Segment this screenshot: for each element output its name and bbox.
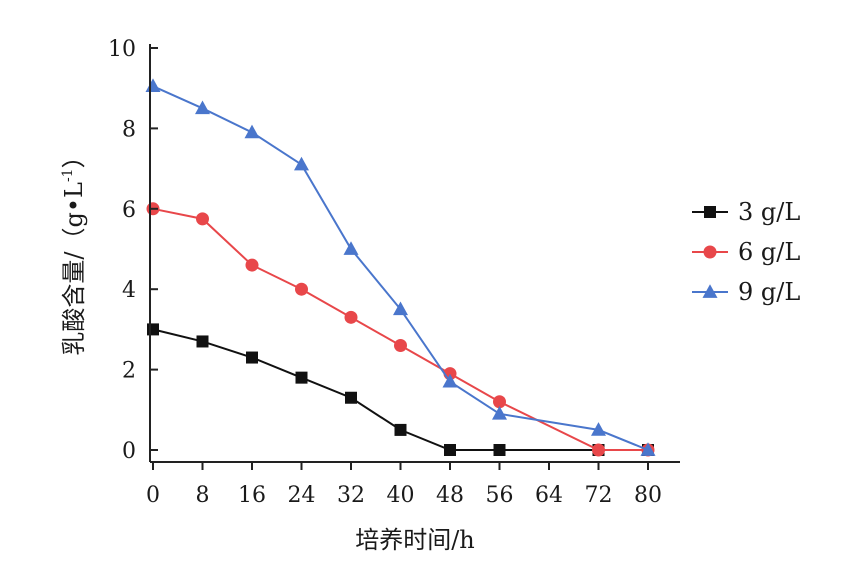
data-point	[295, 371, 308, 384]
x-tick-label: 0	[146, 483, 160, 508]
data-point	[393, 301, 408, 316]
x-tick-label: 40	[387, 483, 415, 508]
data-point	[444, 444, 456, 456]
y-tick-label: 8	[122, 117, 136, 142]
x-tick-label: 8	[196, 483, 210, 508]
legend-label: 6 g/L	[738, 238, 800, 266]
x-tick-label: 48	[436, 483, 464, 508]
data-point	[246, 351, 258, 364]
series-line	[152, 85, 649, 451]
data-point	[195, 100, 210, 115]
data-point	[640, 442, 656, 456]
y-axis-title-main: 乳酸含量/（g•L	[60, 182, 88, 356]
legend-marker	[704, 206, 716, 218]
legend-marker	[702, 284, 718, 298]
data-point	[295, 282, 308, 296]
data-point	[245, 258, 259, 272]
data-point	[591, 422, 606, 436]
y-tick-label: 4	[122, 278, 136, 303]
data-point	[493, 444, 506, 456]
legend: 3 g/L 6 g/L 9 g/L	[692, 198, 800, 306]
x-tick-label: 72	[585, 483, 613, 508]
plot-area	[145, 78, 656, 457]
data-point	[394, 423, 407, 436]
x-tick-label: 64	[535, 483, 563, 508]
legend-label: 9 g/L	[738, 278, 800, 306]
legend-item: 9 g/L	[692, 278, 800, 306]
x-tick-label: 16	[238, 483, 266, 508]
x-tick-label: 80	[634, 483, 662, 508]
series-line	[152, 207, 648, 451]
legend-item: 6 g/L	[692, 238, 800, 266]
legend-item: 3 g/L	[692, 198, 800, 226]
data-point	[344, 310, 358, 324]
data-point	[592, 443, 605, 457]
data-point	[394, 338, 407, 352]
data-point	[493, 395, 506, 409]
y-axis-title-superscript: -1	[60, 168, 76, 182]
legend-marker	[703, 245, 717, 259]
x-tick-label: 24	[288, 483, 316, 508]
data-point	[196, 335, 209, 348]
data-point	[147, 323, 159, 336]
y-axis-title: 乳酸含量/（g•L-1）	[60, 144, 88, 355]
y-tick-label: 10	[108, 37, 136, 62]
y-tick-label: 6	[122, 198, 136, 223]
series-circle	[146, 202, 655, 457]
data-point	[492, 406, 507, 420]
data-point	[196, 212, 209, 226]
data-point	[244, 124, 260, 139]
series-line	[152, 328, 648, 451]
data-point	[442, 373, 458, 388]
x-tick-label: 32	[337, 483, 365, 508]
x-axis-title: 培养时间/h	[355, 526, 475, 554]
x-tick-label: 56	[486, 483, 514, 508]
series-triangle	[145, 78, 656, 456]
legend-label: 3 g/L	[738, 198, 800, 226]
data-point	[343, 241, 359, 255]
y-tick-label: 0	[122, 439, 136, 464]
data-point	[145, 78, 161, 93]
data-point	[345, 391, 357, 404]
data-point	[294, 156, 309, 171]
y-axis-title-close: ）	[60, 144, 88, 168]
axes	[149, 44, 680, 463]
y-tick-label: 2	[122, 359, 136, 384]
